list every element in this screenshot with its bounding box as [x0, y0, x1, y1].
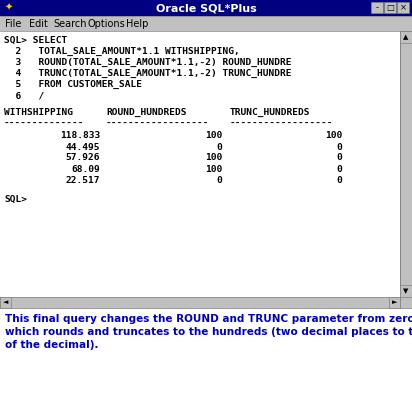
- Text: 3   ROUND(TOTAL_SALE_AMOUNT*1.1,-2) ROUND_HUNDRE: 3 ROUND(TOTAL_SALE_AMOUNT*1.1,-2) ROUND_…: [4, 58, 292, 67]
- Text: ✦: ✦: [5, 3, 13, 13]
- Bar: [0, 297, 400, 308]
- Text: Oracle SQL*Plus: Oracle SQL*Plus: [156, 3, 256, 13]
- Text: This final query changes the ROUND and TRUNC parameter from zero to -2,: This final query changes the ROUND and T…: [5, 314, 412, 324]
- Text: File: File: [5, 19, 21, 28]
- Text: 68.09: 68.09: [71, 164, 100, 173]
- Text: ▼: ▼: [403, 288, 409, 294]
- Bar: [400, 31, 412, 43]
- Text: 5   FROM CUSTOMER_SALE: 5 FROM CUSTOMER_SALE: [4, 80, 142, 89]
- Bar: [397, 2, 409, 13]
- Text: 100: 100: [205, 131, 222, 140]
- Text: 0: 0: [336, 154, 342, 162]
- Text: 0: 0: [336, 164, 342, 173]
- Bar: [0, 31, 400, 297]
- Text: of the decimal).: of the decimal).: [5, 340, 98, 350]
- Text: 22.517: 22.517: [66, 176, 100, 185]
- Text: which rounds and truncates to the hundreds (two decimal places to the left: which rounds and truncates to the hundre…: [5, 327, 412, 337]
- Text: --------------: --------------: [4, 119, 84, 127]
- Bar: [0, 297, 11, 308]
- Text: 0: 0: [216, 143, 222, 152]
- Text: 6   /: 6 /: [4, 91, 44, 100]
- Text: Edit: Edit: [29, 19, 48, 28]
- Text: 57.926: 57.926: [66, 154, 100, 162]
- Text: ×: ×: [400, 3, 407, 12]
- Text: 100: 100: [325, 131, 342, 140]
- Text: 44.495: 44.495: [66, 143, 100, 152]
- Text: ------------------: ------------------: [230, 119, 333, 127]
- Bar: [371, 2, 383, 13]
- Bar: [400, 31, 412, 308]
- Text: 0: 0: [336, 143, 342, 152]
- Text: SQL> SELECT: SQL> SELECT: [4, 36, 67, 45]
- Text: ►: ►: [392, 300, 397, 306]
- Text: 100: 100: [205, 154, 222, 162]
- Text: 4   TRUNC(TOTAL_SALE_AMOUNT*1.1,-2) TRUNC_HUNDRE: 4 TRUNC(TOTAL_SALE_AMOUNT*1.1,-2) TRUNC_…: [4, 69, 292, 78]
- Text: ROUND_HUNDREDS: ROUND_HUNDREDS: [106, 108, 187, 117]
- Text: 118.833: 118.833: [60, 131, 100, 140]
- Text: Help: Help: [126, 19, 148, 28]
- Text: 100: 100: [205, 164, 222, 173]
- Bar: [400, 285, 412, 297]
- Text: TRUNC_HUNDREDS: TRUNC_HUNDREDS: [230, 108, 311, 117]
- Text: Options: Options: [87, 19, 125, 28]
- Bar: [0, 0, 412, 16]
- Bar: [389, 297, 400, 308]
- Text: ◄: ◄: [3, 300, 8, 306]
- Text: ------------------: ------------------: [106, 119, 209, 127]
- Bar: [384, 2, 396, 13]
- Text: Search: Search: [54, 19, 87, 28]
- Text: 2   TOTAL_SALE_AMOUNT*1.1 WITHSHIPPING,: 2 TOTAL_SALE_AMOUNT*1.1 WITHSHIPPING,: [4, 47, 240, 56]
- Text: WITHSHIPPING: WITHSHIPPING: [4, 108, 73, 117]
- Bar: [0, 308, 412, 412]
- Bar: [0, 16, 412, 31]
- Text: ▲: ▲: [403, 34, 409, 40]
- Text: 0: 0: [216, 176, 222, 185]
- Text: 0: 0: [336, 176, 342, 185]
- Text: SQL>: SQL>: [4, 195, 27, 204]
- Text: □: □: [386, 3, 394, 12]
- Text: -: -: [375, 3, 379, 12]
